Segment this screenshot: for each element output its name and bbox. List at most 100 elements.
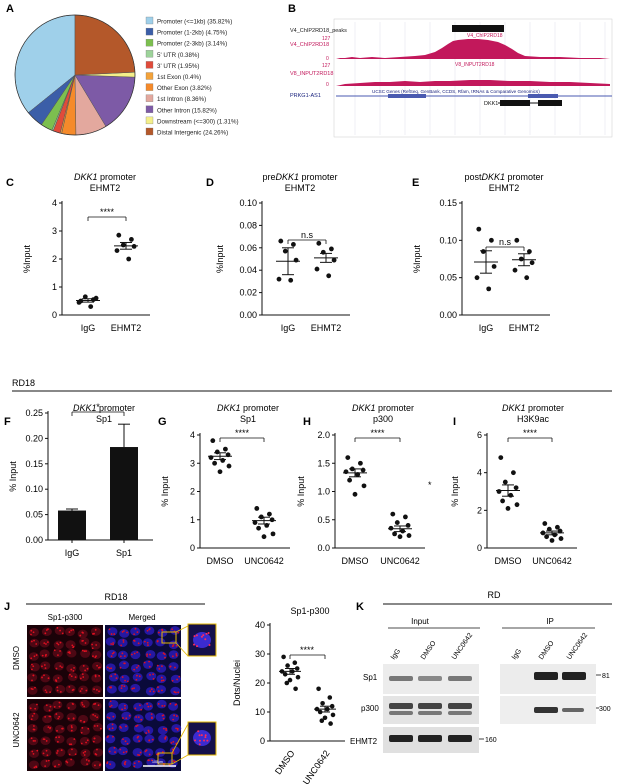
data-point <box>270 531 276 537</box>
sig-label: **** <box>370 428 385 438</box>
red-dot <box>108 717 111 720</box>
red-dot <box>172 643 175 646</box>
cell-body <box>64 758 75 767</box>
red-dot <box>45 691 48 694</box>
browser-frame <box>333 18 613 138</box>
red-dot <box>175 703 178 706</box>
lane-label-input-dmso: DMSO <box>420 639 438 661</box>
red-dot <box>68 631 71 633</box>
y-axis-label: %Input <box>412 244 422 273</box>
x-tick-label: IgG <box>81 323 96 333</box>
red-dot <box>172 740 175 743</box>
red-dot <box>58 701 61 704</box>
red-dot <box>160 676 163 679</box>
red-dot <box>148 628 151 630</box>
data-point <box>329 246 334 252</box>
red-dot <box>149 705 152 708</box>
inset-dot <box>204 734 207 737</box>
cell-body <box>80 649 91 658</box>
red-dot <box>82 751 85 754</box>
red-dot <box>164 737 167 740</box>
red-dot <box>72 717 75 720</box>
inset-dot <box>203 739 206 742</box>
red-dot <box>70 725 73 727</box>
inset-dot <box>202 634 205 637</box>
cell-body <box>79 699 90 709</box>
data-point <box>549 538 555 543</box>
cell-body <box>78 714 89 724</box>
red-dot <box>122 630 125 632</box>
red-dot <box>58 705 61 708</box>
cell-nucleus <box>132 637 143 647</box>
red-dot <box>59 650 61 652</box>
red-dot <box>67 717 70 720</box>
red-dot <box>121 676 124 678</box>
cell-body <box>91 701 102 711</box>
title-gene: DKK1 <box>481 172 505 182</box>
red-dot <box>96 689 98 691</box>
data-point <box>129 237 134 242</box>
red-dot <box>98 690 100 693</box>
red-dot <box>125 725 127 728</box>
data-point <box>514 502 520 508</box>
title-gene: DKK1 <box>352 403 376 413</box>
red-dot <box>71 726 73 729</box>
cell-body <box>91 735 102 744</box>
red-dot <box>92 713 95 716</box>
red-dot <box>96 724 99 727</box>
red-dot <box>56 627 59 629</box>
inset-dot <box>207 632 210 635</box>
red-dot <box>70 743 73 746</box>
title-gene: DKK1 <box>74 172 98 182</box>
red-dot <box>133 640 136 642</box>
y-tick-label: 4 <box>190 430 195 440</box>
panel-k-title: RD <box>488 590 501 600</box>
y-tick-label: 2 <box>190 487 195 497</box>
red-dot <box>147 729 150 732</box>
y-axis-label: %Input <box>22 244 32 273</box>
cell-body <box>28 703 39 712</box>
data-point <box>82 294 88 300</box>
red-dot <box>150 713 153 715</box>
data-point <box>88 304 94 309</box>
cell-nucleus <box>157 726 168 735</box>
red-dot <box>57 643 60 646</box>
red-dot <box>106 761 109 764</box>
data-point <box>544 534 549 540</box>
y-tick-label: 0.05 <box>25 510 43 520</box>
red-dot <box>56 740 59 743</box>
red-dot <box>54 765 57 768</box>
cell-nucleus <box>144 626 155 635</box>
data-point <box>529 260 535 266</box>
red-dot <box>68 685 71 688</box>
red-dot <box>113 633 116 635</box>
red-dot <box>85 689 88 692</box>
legend-swatch <box>145 27 154 36</box>
data-point <box>316 686 321 692</box>
cell-body <box>91 760 102 770</box>
cell-body <box>92 722 103 732</box>
track-input-label: V8_INPUT2RD18 <box>290 71 333 77</box>
red-dot <box>67 707 70 709</box>
data-point <box>546 526 552 532</box>
title-suffix: promoter <box>526 403 565 413</box>
data-point <box>514 237 520 243</box>
y-tick-label: 4 <box>52 198 57 208</box>
red-dot <box>45 629 48 631</box>
red-dot <box>138 740 141 742</box>
red-dot <box>161 665 163 668</box>
red-dot <box>72 703 74 706</box>
panel-letter: E <box>412 177 419 189</box>
cell-nucleus <box>155 748 166 757</box>
red-dot <box>146 655 148 657</box>
legend-swatch <box>145 83 154 91</box>
red-dot <box>113 746 116 749</box>
panel-letter-b: B <box>288 3 296 15</box>
legend-swatch <box>145 116 154 125</box>
red-dot <box>157 690 160 693</box>
cell-nucleus <box>132 747 143 757</box>
stray-asterisk: * <box>428 480 432 490</box>
red-dot <box>56 689 59 692</box>
red-dot <box>110 643 113 645</box>
red-dot <box>58 715 61 718</box>
